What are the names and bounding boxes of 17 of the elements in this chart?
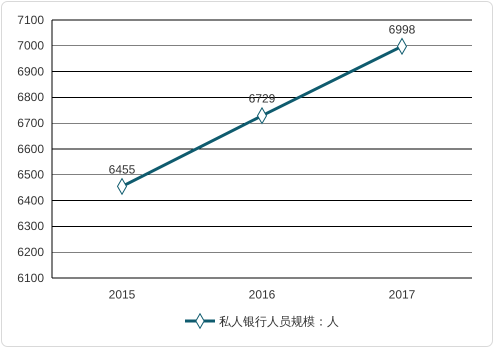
y-tick-label: 6700 — [17, 116, 44, 130]
x-tick-label: 2015 — [108, 288, 136, 302]
y-tick-label: 7000 — [17, 38, 44, 53]
x-tick-label: 2017 — [388, 288, 416, 302]
y-tick-label: 6500 — [17, 168, 44, 182]
y-tick-label: 6800 — [17, 90, 44, 104]
y-tick-label: 6200 — [17, 245, 44, 260]
data-label: 6455 — [108, 162, 136, 176]
x-tick-label: 2016 — [248, 288, 276, 302]
legend-label: 私人银行人员规模：人 — [219, 314, 339, 328]
y-tick-label: 6100 — [17, 270, 44, 285]
y-tick-label: 6900 — [17, 64, 44, 78]
y-tick-label: 6600 — [17, 142, 44, 156]
y-tick-label: 6300 — [17, 219, 44, 234]
data-label: 6998 — [388, 22, 416, 36]
y-tick-label: 6400 — [17, 193, 44, 208]
y-tick-label: 7100 — [17, 12, 44, 27]
